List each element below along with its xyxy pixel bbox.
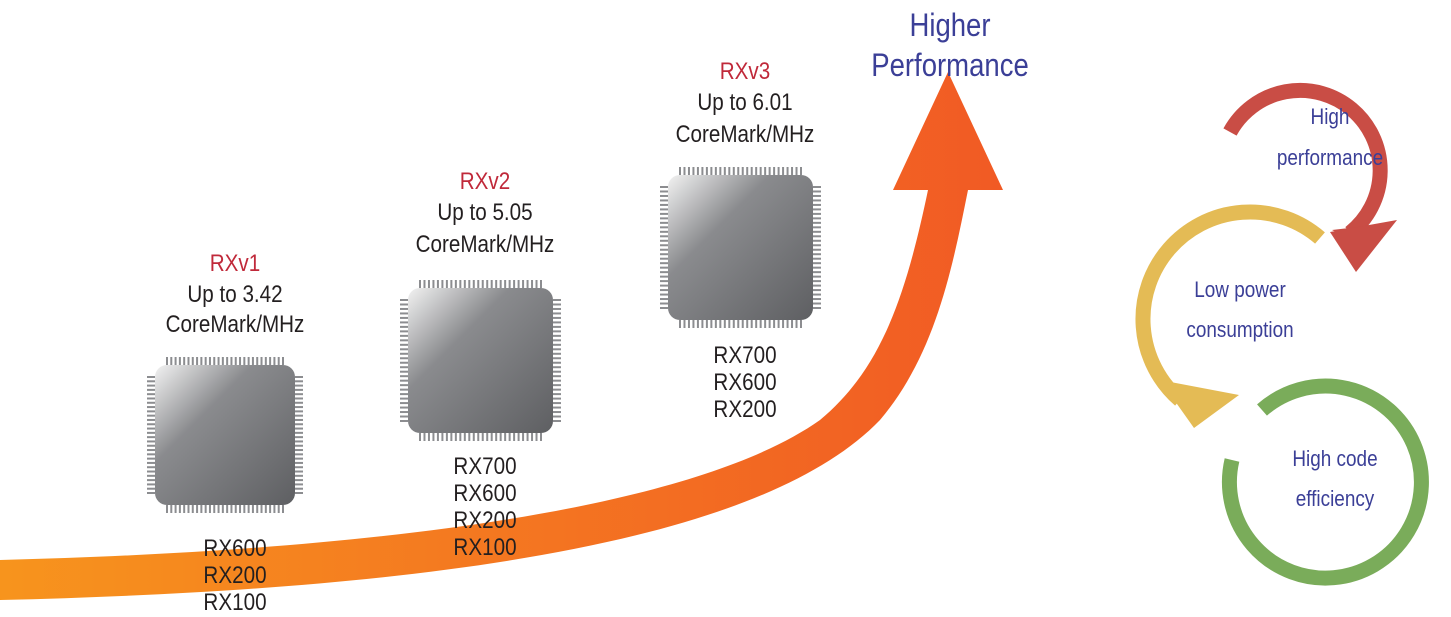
cycle-label-2-line1: Low power xyxy=(1194,277,1286,302)
chip-pins xyxy=(147,357,303,513)
cycle-label-3-line1: High code xyxy=(1292,446,1378,471)
arrow-label-line2: Performance xyxy=(871,47,1029,83)
gen1-series-2: RX200 xyxy=(203,562,267,589)
gen3-series-2: RX600 xyxy=(713,369,777,396)
gen2-series-2: RX600 xyxy=(453,480,517,507)
cycle-arc-high-code-efficiency xyxy=(1221,378,1429,586)
cycle-arrowhead-yellow-icon xyxy=(1160,380,1239,428)
gen2-series-3: RX200 xyxy=(453,507,517,534)
cycle-label-3-line2: efficiency xyxy=(1295,486,1375,511)
gen1-spec-line1: Up to 3.42 xyxy=(187,281,283,308)
cycle-diagram xyxy=(1135,82,1429,586)
gen1-series-3: RX100 xyxy=(203,589,267,616)
chip-body xyxy=(155,365,295,505)
gen3-spec-line1: Up to 6.01 xyxy=(697,89,793,116)
gen2-series-1: RX700 xyxy=(453,453,517,480)
cycle-label-1-line2: performance xyxy=(1276,145,1384,170)
cycle-label-1-line1: High xyxy=(1310,104,1350,129)
gen2-spec-line2: CoreMark/MHz xyxy=(415,231,555,258)
gen3-series-3: RX200 xyxy=(713,396,777,423)
chip-rxv3-icon xyxy=(660,167,821,328)
gen2-spec-line1: Up to 5.05 xyxy=(437,199,533,226)
cycle-arc-high-performance xyxy=(1223,82,1388,239)
gen2-version: RXv2 xyxy=(459,168,511,195)
chips xyxy=(147,167,821,513)
gen2-series-4: RX100 xyxy=(453,534,517,561)
chip-rxv2-icon xyxy=(400,280,561,441)
performance-arrow-shape xyxy=(0,72,1003,600)
cycle-label-2-line2: consumption xyxy=(1186,317,1294,342)
chip-body xyxy=(668,175,813,320)
gen1-series-1: RX600 xyxy=(203,535,267,562)
chip-pins xyxy=(400,280,561,441)
performance-arrow xyxy=(0,72,1003,600)
cycle-arrowhead-red-shape xyxy=(1330,220,1397,272)
gen1-version: RXv1 xyxy=(209,250,261,277)
cycle-arc-low-power xyxy=(1135,204,1325,406)
gen3-series-1: RX700 xyxy=(713,342,777,369)
arrow-label-line1: Higher xyxy=(909,7,991,43)
chip-body xyxy=(408,288,553,433)
gen3-spec-line2: CoreMark/MHz xyxy=(675,121,815,148)
chip-rxv1-icon xyxy=(147,357,303,513)
chip-pins xyxy=(660,167,821,328)
gen1-spec-line2: CoreMark/MHz xyxy=(165,311,305,338)
gen3-version: RXv3 xyxy=(719,58,771,85)
